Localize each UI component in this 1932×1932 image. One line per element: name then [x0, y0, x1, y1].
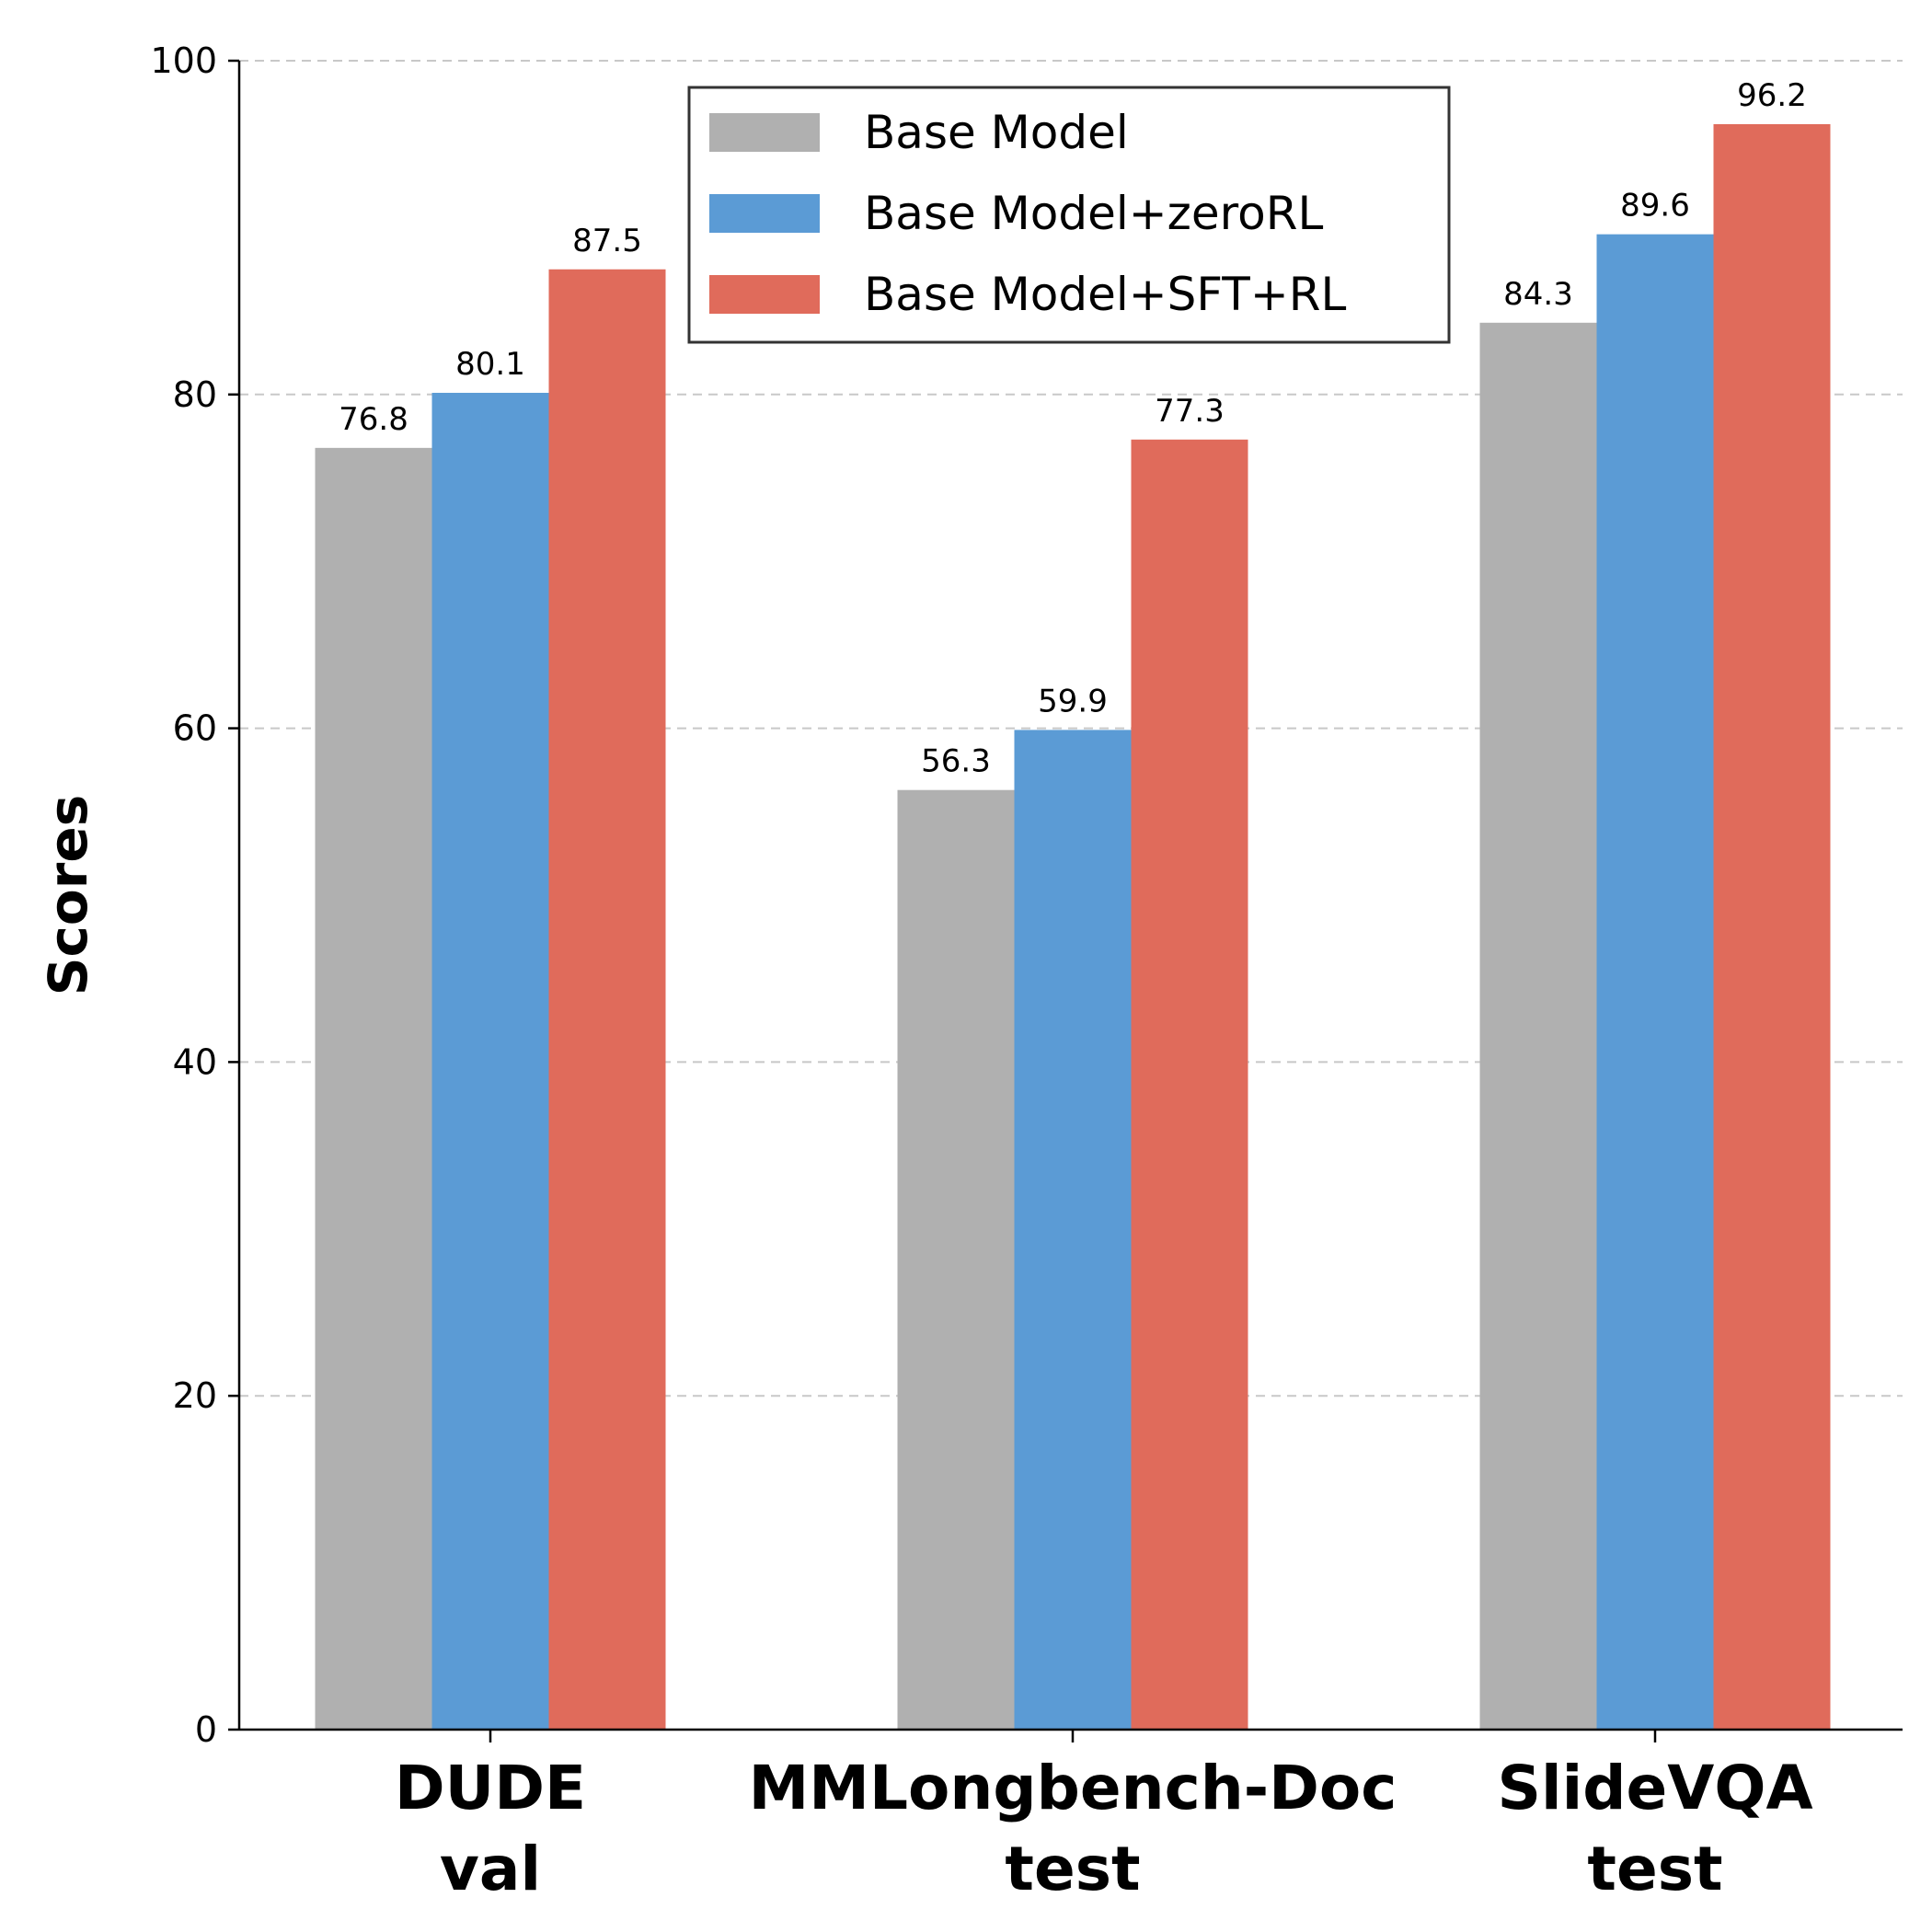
y-tick-label: 80 [173, 374, 217, 415]
legend-label: Base Model [864, 106, 1129, 159]
axes [237, 61, 1903, 1731]
bar [1713, 123, 1831, 1730]
bar [431, 392, 549, 1731]
y-tick-label: 60 [173, 708, 217, 749]
x-category-label: test [1005, 1834, 1140, 1904]
bar-value-label: 59.9 [1038, 683, 1108, 719]
bar-value-label: 80.1 [455, 346, 525, 383]
bar-value-label: 56.3 [921, 743, 991, 780]
bar-value-label: 89.6 [1620, 188, 1690, 224]
legend: Base Model Base Model+zeroRL Base Model+SF… [687, 86, 1451, 344]
y-tick-label: 20 [173, 1375, 217, 1416]
bar [1596, 234, 1714, 1730]
bar [897, 789, 1015, 1730]
y-tick-label: 0 [195, 1709, 217, 1750]
legend-swatch [709, 194, 820, 233]
bar-value-label: 76.8 [339, 401, 408, 438]
x-axis-ticks: DUDE val MMLongbench-Doc test SlideVQA test [395, 1730, 1813, 1904]
bar-value-label: 84.3 [1503, 276, 1573, 313]
y-axis-ticks: 0 20 40 60 80 100 [150, 40, 239, 1750]
y-tick-label: 100 [150, 40, 217, 81]
legend-swatch [709, 275, 820, 314]
x-category-label: DUDE [395, 1753, 586, 1823]
bar-value-label: 77.3 [1155, 393, 1225, 430]
x-category-label: val [440, 1834, 541, 1904]
y-tick-label: 40 [173, 1041, 217, 1082]
legend-label: Base Model+zeroRL [864, 187, 1323, 240]
x-category-label: test [1587, 1834, 1722, 1904]
bar [1131, 439, 1248, 1730]
bar [315, 447, 432, 1730]
legend-label: Base Model+SFT+RL [864, 268, 1346, 321]
bar [1479, 322, 1597, 1731]
bars [315, 123, 1831, 1731]
bar-value-label: 96.2 [1737, 77, 1807, 114]
x-category-label: MMLongbench-Doc [749, 1753, 1397, 1823]
bar [548, 269, 666, 1730]
y-axis-title: Scores [37, 795, 99, 995]
bar [1014, 730, 1132, 1730]
bar-value-labels: 76.8 80.1 87.5 56.3 59.9 77.3 84.3 89.6 96.2 [339, 77, 1807, 780]
legend-swatch [709, 113, 820, 152]
bar-value-label: 87.5 [572, 223, 642, 259]
x-category-label: SlideVQA [1497, 1753, 1812, 1823]
